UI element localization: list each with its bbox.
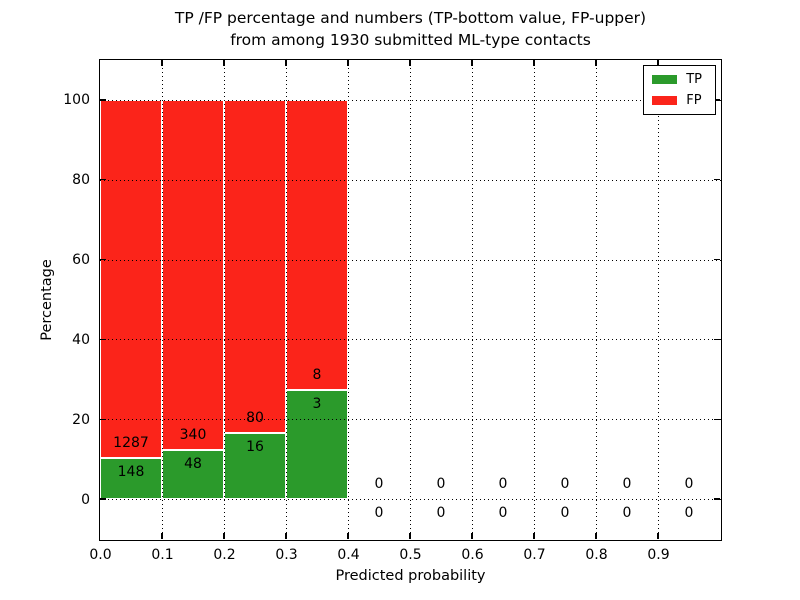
x-tick-mark-top xyxy=(285,60,287,66)
legend-label-tp: TP xyxy=(686,72,702,87)
x-tick-label: 0.6 xyxy=(461,547,484,563)
x-gridline xyxy=(162,60,163,540)
x-tick-mark-top xyxy=(533,60,535,66)
tp-count-label: 16 xyxy=(246,438,264,455)
x-tick-mark xyxy=(533,533,535,539)
y-tick-label: 0 xyxy=(81,491,90,508)
fp-count-label: 0 xyxy=(684,476,694,493)
fp-count-label: 1287 xyxy=(113,434,149,451)
chart-title-line1: TP /FP percentage and numbers (TP-bottom… xyxy=(174,9,647,27)
fp-count-label: 0 xyxy=(560,476,570,493)
y-tick-label: 60 xyxy=(72,252,90,269)
chart-title: TP /FP percentage and numbers (TP-bottom… xyxy=(100,7,721,51)
fp-count-label: 0 xyxy=(374,476,384,493)
y-tick-mark xyxy=(100,418,106,420)
plot-area: 1287 148 340 48 80 16 8 3 0 0 0 0 0 0 0 0 0 0 0 0 TP FP xyxy=(99,59,722,541)
y-tick-mark xyxy=(100,338,106,341)
x-tick-label: 0.0 xyxy=(89,547,112,563)
legend-entry-tp: TP xyxy=(652,72,702,87)
legend-swatch-fp-icon xyxy=(652,96,678,105)
x-tick-label: 0.1 xyxy=(151,547,174,563)
y-tick-mark xyxy=(100,498,106,500)
tp-count-label: 0 xyxy=(436,505,446,522)
x-tick-label: 0.9 xyxy=(647,547,670,563)
bar-segment-tp xyxy=(162,449,224,500)
plot-canvas: 1287 148 340 48 80 16 8 3 0 0 0 0 0 0 0 0 0 0 0 0 xyxy=(100,60,721,540)
tp-count-label: 0 xyxy=(684,505,694,522)
tp-count-label: 148 xyxy=(117,463,145,480)
chart-title-line2: from among 1930 submitted ML-type contac… xyxy=(230,31,591,49)
y-tick-label: 20 xyxy=(72,411,90,428)
fp-count-label: 0 xyxy=(498,476,508,493)
x-tick-mark xyxy=(657,533,659,539)
x-tick-mark-top xyxy=(409,60,411,66)
x-gridline xyxy=(286,60,287,540)
x-tick-label: 0.5 xyxy=(399,547,422,563)
y-tick-mark-right xyxy=(714,338,720,341)
legend-label-fp: FP xyxy=(686,93,702,108)
y-tick-mark xyxy=(100,258,106,261)
x-gridline xyxy=(224,60,225,540)
y-tick-mark-right xyxy=(714,179,720,181)
x-gridline xyxy=(472,60,473,540)
x-tick-mark xyxy=(471,533,473,539)
y-tick-mark xyxy=(100,179,106,181)
bar-segment-tp xyxy=(286,390,348,500)
x-tick-label: 0.4 xyxy=(337,547,360,563)
tp-count-label: 0 xyxy=(560,505,570,522)
x-gridline xyxy=(348,60,349,540)
tp-count-label: 48 xyxy=(184,455,202,472)
x-tick-mark-top xyxy=(471,60,473,66)
x-tick-mark-top xyxy=(161,60,163,66)
x-tick-mark xyxy=(409,533,411,539)
x-gridline xyxy=(596,60,597,540)
y-tick-mark-right xyxy=(714,498,720,500)
y-tick-mark-right xyxy=(714,258,720,261)
tp-count-label: 0 xyxy=(622,505,632,522)
y-tick-mark xyxy=(100,99,106,101)
tp-count-label: 0 xyxy=(498,505,508,522)
y-tick-mark-right xyxy=(714,418,720,420)
x-tick-label: 0.7 xyxy=(523,547,546,563)
bar-segment-fp xyxy=(162,99,224,450)
fp-count-label: 340 xyxy=(179,426,207,443)
x-tick-label: 0.2 xyxy=(213,547,236,563)
y-tick-label: 100 xyxy=(63,92,90,109)
x-tick-mark-top xyxy=(595,60,597,66)
x-tick-label: 0.8 xyxy=(585,547,608,563)
fp-count-label: 80 xyxy=(246,409,264,426)
legend-entry-fp: FP xyxy=(652,93,702,108)
y-tick-label: 80 xyxy=(72,172,90,189)
x-gridline xyxy=(658,60,659,540)
x-tick-mark-top xyxy=(657,60,659,66)
x-tick-mark xyxy=(347,533,349,539)
x-tick-mark xyxy=(285,533,287,539)
x-tick-mark-top xyxy=(347,60,349,66)
x-gridline xyxy=(410,60,411,540)
x-tick-mark xyxy=(161,533,163,539)
fp-count-label: 8 xyxy=(312,367,322,384)
x-tick-mark-top xyxy=(223,60,225,66)
x-tick-label: 0.3 xyxy=(275,547,298,563)
x-gridline xyxy=(534,60,535,540)
y-tick-label: 40 xyxy=(72,331,90,348)
fp-count-label: 0 xyxy=(622,476,632,493)
tp-count-label: 3 xyxy=(312,396,322,413)
legend-swatch-tp-icon xyxy=(652,75,678,84)
legend: TP FP xyxy=(643,65,716,115)
x-tick-mark xyxy=(223,533,225,539)
x-tick-mark xyxy=(595,533,597,539)
x-axis-label: Predicted probability xyxy=(335,568,486,584)
bar-segment-fp xyxy=(100,99,162,458)
bar-segment-fp xyxy=(286,99,348,391)
bar-segment-fp xyxy=(224,99,286,433)
y-axis-label: Percentage xyxy=(39,259,55,341)
fp-count-label: 0 xyxy=(436,476,446,493)
tp-count-label: 0 xyxy=(374,505,384,522)
y-tick-mark-right xyxy=(714,99,720,101)
bar-segment-tp xyxy=(100,457,162,500)
